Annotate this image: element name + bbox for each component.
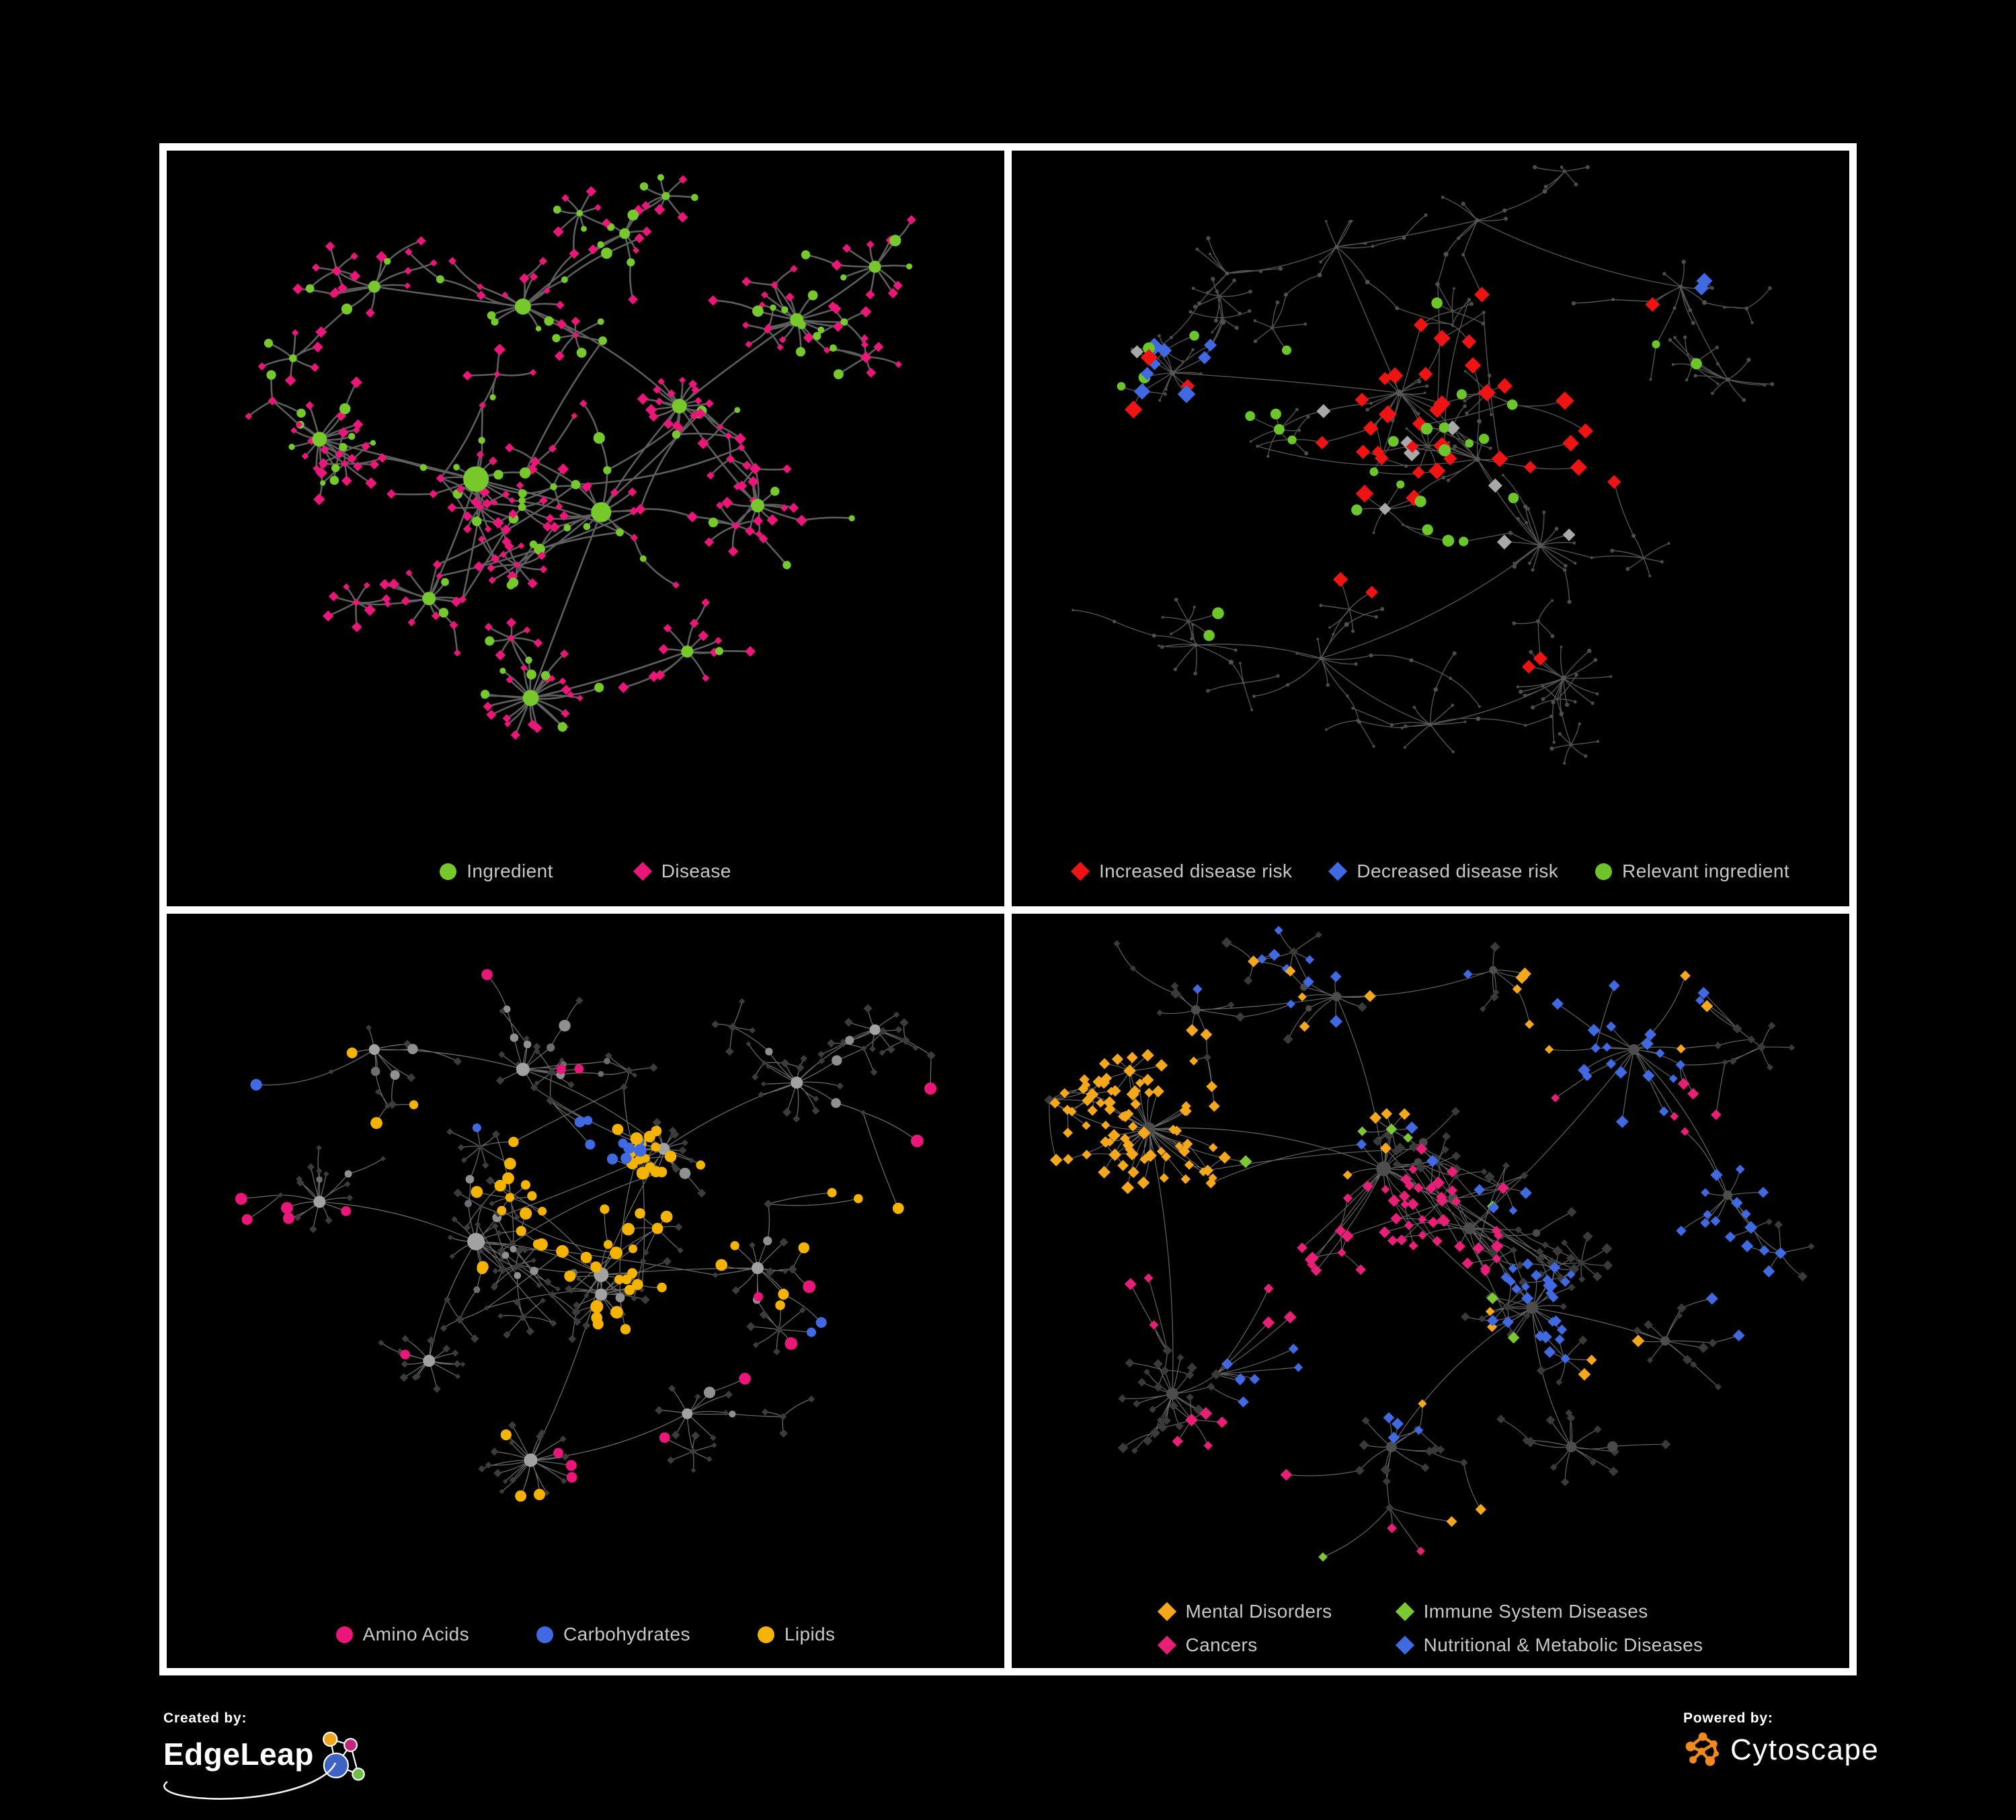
legend-item: Ingredient [440,861,553,882]
legend-label: Mental Disorders [1185,1601,1332,1622]
increased-risk-diamond-icon [1070,861,1090,881]
panel-disease-categories: Mental Disorders Immune System Diseases … [1004,906,1857,1675]
amino-acids-circle-icon [335,1626,353,1643]
cancers-diamond-icon [1157,1635,1176,1655]
created-by-block: Created by: EdgeLeap [163,1710,365,1800]
network-graph-disease-risk [1072,165,1775,765]
legend-item: Disease [633,861,731,882]
legend-ingredient-disease: Ingredient Disease [167,861,1004,882]
panel-macronutrients: Amino Acids Carbohydrates Lipids [159,906,1012,1675]
cytoscape-logo-text: Cytoscape [1730,1733,1880,1766]
legend-label: Decreased disease risk [1357,861,1559,881]
legend-item: Mental Disorders [1157,1601,1332,1622]
legend-item: Lipids [757,1624,836,1645]
mental-disorders-diamond-icon [1157,1601,1176,1622]
legend-item: Immune System Diseases [1395,1601,1703,1622]
metabolic-diseases-diamond-icon [1395,1635,1414,1655]
disease-diamond-icon [633,861,652,881]
legend-item: Amino Acids [335,1624,470,1645]
panel-ingredient-disease: Ingredient Disease [159,143,1012,914]
created-by-label: Created by: [163,1710,247,1726]
legend-label: Cancers [1185,1634,1258,1655]
legend-label: Amino Acids [362,1624,470,1645]
legend-item: Relevant ingredient [1595,861,1789,882]
network-graph-disease-categories [1044,926,1815,1562]
network-graph-ingredient-disease [245,173,916,740]
edgeleap-logo-text: EdgeLeap [163,1737,314,1772]
relevant-ingredient-circle-icon [1595,863,1613,880]
lipids-circle-icon [757,1626,774,1643]
immune-diseases-diamond-icon [1395,1601,1414,1622]
legend-item: Cancers [1157,1634,1332,1656]
powered-by-label: Powered by: [1683,1710,1773,1726]
carbohydrates-circle-icon [536,1626,554,1643]
legend-item: Nutritional & Metabolic Diseases [1395,1634,1703,1656]
powered-by-block: Powered by: Cytoscape [1683,1710,1898,1770]
decreased-risk-diamond-icon [1328,861,1348,881]
network-graph-macronutrients [235,969,937,1503]
legend-label: Ingredient [467,861,553,881]
edgeleap-logo-icon [322,1731,365,1781]
legend-item: Decreased disease risk [1328,861,1559,882]
legend-label: Immune System Diseases [1423,1601,1648,1622]
ingredient-circle-icon [440,863,457,880]
legend-label: Nutritional & Metabolic Diseases [1423,1634,1703,1655]
legend-label: Lipids [784,1624,836,1645]
legend-label: Carbohydrates [563,1624,690,1645]
legend-label: Relevant ingredient [1622,861,1790,881]
legend-label: Disease [661,861,731,881]
legend-item: Increased disease risk [1070,861,1293,882]
legend-item: Carbohydrates [536,1624,690,1645]
legend-disease-risk: Increased disease risk Decreased disease… [1012,861,1849,882]
legend-label: Increased disease risk [1098,861,1293,881]
panel-disease-risk: Increased disease risk Decreased disease… [1004,143,1857,914]
cytoscape-logo-icon [1685,1732,1720,1766]
legend-macronutrients: Amino Acids Carbohydrates Lipids [167,1624,1004,1645]
legend-disease-categories: Mental Disorders Immune System Diseases … [1012,1601,1849,1656]
